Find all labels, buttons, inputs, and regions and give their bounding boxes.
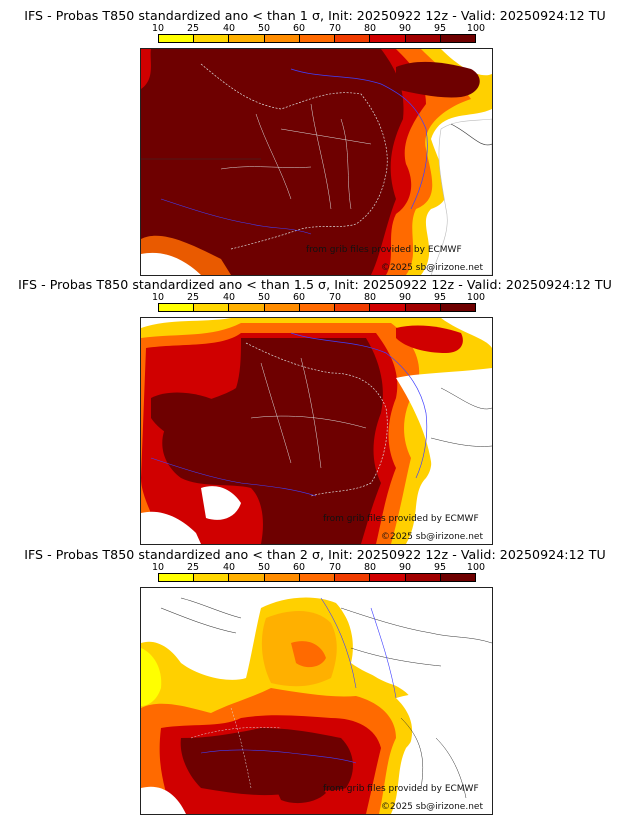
colorbar-swatches [158,573,476,582]
colorbar-tick: 40 [222,562,236,573]
colorbar-swatch [194,304,230,311]
colorbar-swatch [159,304,195,311]
colorbar-tick: 10 [151,23,165,34]
colorbar-tick: 25 [186,292,200,303]
colorbar-swatch [264,574,300,581]
colorbar-tick: 95 [433,562,447,573]
colorbar-tick: 70 [328,23,342,34]
colorbar: 10 25 40 50 60 70 80 90 95 100 [152,23,485,45]
colorbar-tick: 50 [257,562,271,573]
colorbar-swatch [370,35,406,42]
colorbar-tick: 100 [466,23,486,34]
panel-title: IFS - Probas T850 standardized ano < tha… [24,8,606,23]
colorbar-swatch [194,35,230,42]
map-graphic [141,49,492,275]
colorbar-tick: 100 [466,292,486,303]
panel-2: IFS - Probas T850 standardized ano < tha… [0,277,630,549]
colorbar-swatch [159,35,195,42]
colorbar-swatch [264,304,300,311]
panel-title: IFS - Probas T850 standardized ano < tha… [24,547,606,562]
colorbar-swatch [405,574,441,581]
colorbar-swatch [299,304,336,311]
source-credit: from grib files provided by ECMWF [306,245,462,255]
colorbar-swatch [335,304,371,311]
colorbar-tick: 100 [466,562,486,573]
colorbar-tick: 80 [363,292,377,303]
colorbar-tick: 10 [151,292,165,303]
colorbar-swatch [299,574,336,581]
colorbar-tick: 70 [328,292,342,303]
colorbar-swatch [335,35,371,42]
colorbar-swatch [440,574,475,581]
colorbar-swatch [194,574,230,581]
colorbar-tick: 95 [433,23,447,34]
map-graphic [141,318,492,544]
colorbar-tick: 25 [186,23,200,34]
colorbar-swatch [229,574,265,581]
colorbar-tick: 90 [398,292,412,303]
copyright-credit: ©2025 sb@irizone.net [381,532,483,542]
colorbar: 10 25 40 50 60 70 80 90 95 100 [152,562,485,584]
colorbar-swatch [299,35,336,42]
colorbar-swatch [440,304,475,311]
colorbar-swatch [370,304,406,311]
colorbar: 10 25 40 50 60 70 80 90 95 100 [152,292,485,314]
map-graphic [141,588,492,814]
colorbar-tick: 60 [292,292,306,303]
colorbar-tick: 25 [186,562,200,573]
colorbar-tick: 60 [292,562,306,573]
colorbar-tick: 95 [433,292,447,303]
colorbar-swatch [405,35,441,42]
colorbar-swatches [158,34,476,43]
colorbar-tick: 50 [257,23,271,34]
colorbar-tick: 90 [398,562,412,573]
colorbar-tick: 50 [257,292,271,303]
source-credit: from grib files provided by ECMWF [323,514,479,524]
colorbar-tick: 10 [151,562,165,573]
copyright-credit: ©2025 sb@irizone.net [381,802,483,812]
colorbar-tick: 80 [363,562,377,573]
source-credit: from grib files provided by ECMWF [323,784,479,794]
probability-map: from grib files provided by ECMWF ©2025 … [140,587,493,815]
copyright-credit: ©2025 sb@irizone.net [381,263,483,273]
colorbar-swatch [229,304,265,311]
colorbar-tick: 90 [398,23,412,34]
colorbar-swatch [405,304,441,311]
colorbar-swatch [159,574,195,581]
colorbar-tick: 80 [363,23,377,34]
colorbar-swatch [440,35,475,42]
colorbar-swatches [158,303,476,312]
panel-3: IFS - Probas T850 standardized ano < tha… [0,547,630,819]
colorbar-swatch [335,574,371,581]
colorbar-swatch [264,35,300,42]
colorbar-tick: 40 [222,23,236,34]
probability-map: from grib files provided by ECMWF ©2025 … [140,317,493,545]
colorbar-tick: 40 [222,292,236,303]
panel-1: IFS - Probas T850 standardized ano < tha… [0,8,630,280]
colorbar-tick: 70 [328,562,342,573]
panel-title: IFS - Probas T850 standardized ano < tha… [18,277,612,292]
colorbar-tick: 60 [292,23,306,34]
colorbar-swatch [370,574,406,581]
probability-map: from grib files provided by ECMWF ©2025 … [140,48,493,276]
colorbar-swatch [229,35,265,42]
